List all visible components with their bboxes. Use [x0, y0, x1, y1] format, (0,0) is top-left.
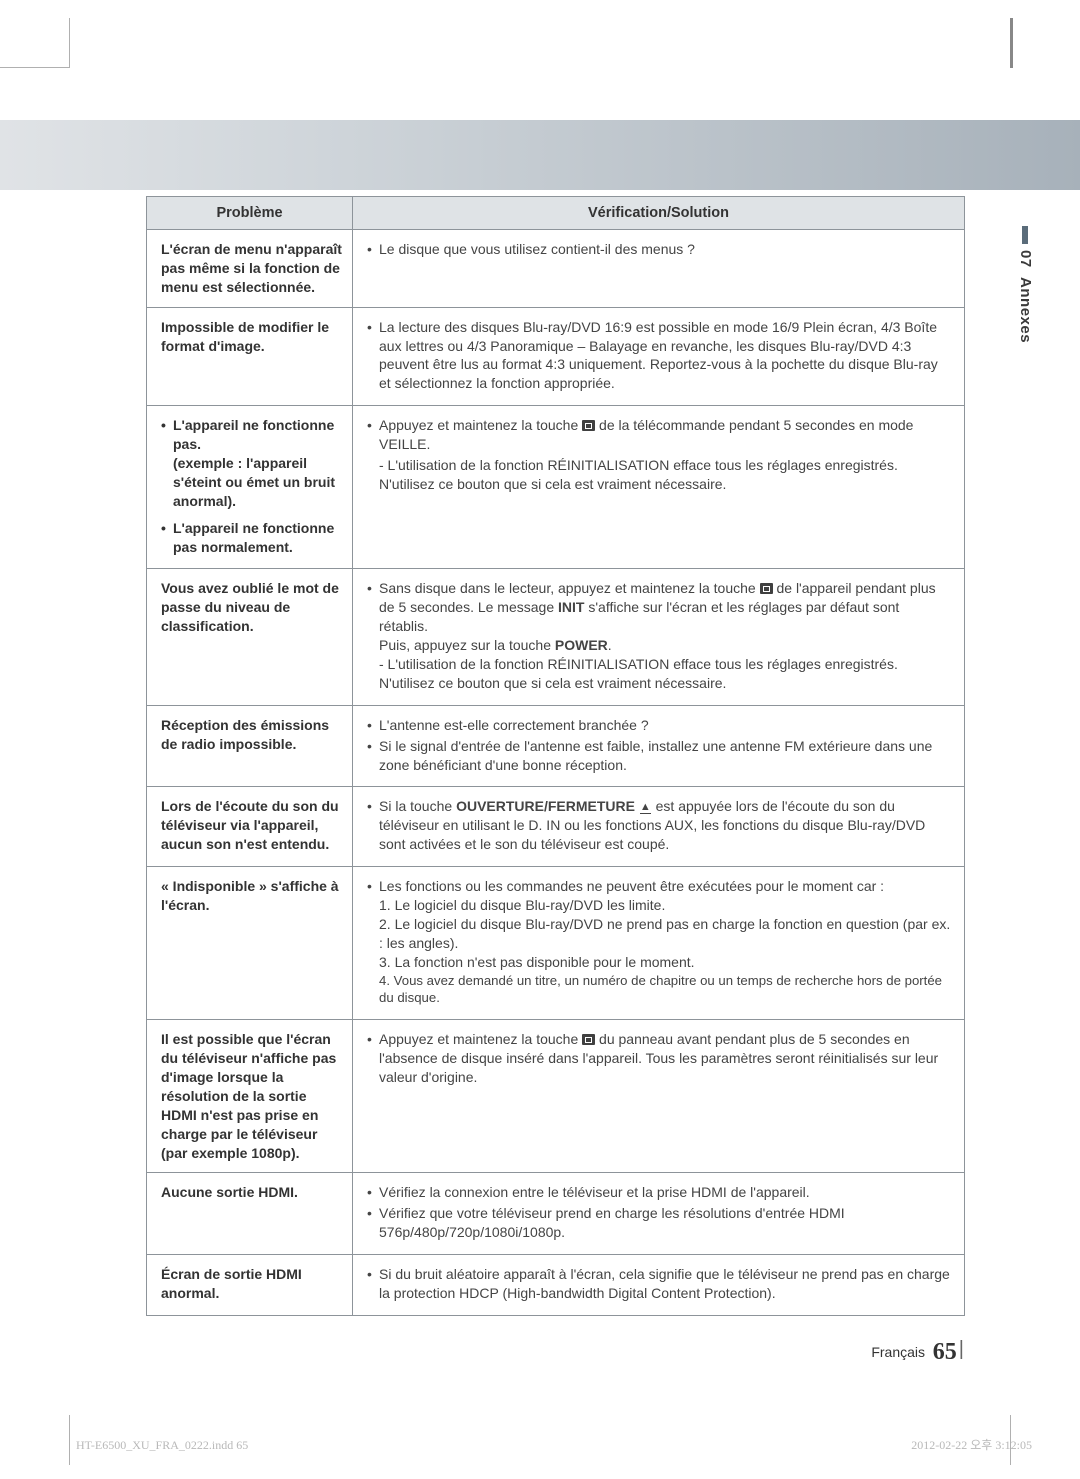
- solution-text: Vérifiez que votre téléviseur prend en c…: [367, 1204, 952, 1242]
- side-tab-annexes: 07 Annexes: [1017, 226, 1034, 343]
- side-tab-label: Annexes: [1017, 277, 1034, 343]
- init-label: INIT: [558, 599, 584, 615]
- problem-cell: « Indisponible » s'affiche à l'écran.: [147, 867, 353, 1020]
- solution-numbered: 4. Vous avez demandé un titre, un numéro…: [379, 972, 952, 1008]
- problem-cell: Vous avez oublié le mot de passe du nive…: [147, 569, 353, 705]
- footer-page-number: 65: [933, 1339, 957, 1365]
- solution-cell: Vérifiez la connexion entre le téléviseu…: [353, 1173, 965, 1255]
- solution-lead: Les fonctions ou les commandes ne peuven…: [379, 878, 884, 894]
- solution-cell: Si du bruit aléatoire apparaît à l'écran…: [353, 1255, 965, 1316]
- page-footer-number: Français 65|: [871, 1338, 964, 1366]
- solution-fragment: Sans disque dans le lecteur, appuyez et …: [379, 580, 760, 596]
- problem-cell: Lors de l'écoute du son du téléviseur vi…: [147, 787, 353, 867]
- solution-text: La lecture des disques Blu-ray/DVD 16:9 …: [367, 318, 952, 394]
- problem-cell: Réception des émissions de radio impossi…: [147, 705, 353, 787]
- table-row: « Indisponible » s'affiche à l'écran. Le…: [147, 867, 965, 1020]
- solution-text: Le disque que vous utilisez contient-il …: [367, 240, 952, 259]
- solution-cell: La lecture des disques Blu-ray/DVD 16:9 …: [353, 307, 965, 406]
- table-row: Il est possible que l'écran du téléviseu…: [147, 1020, 965, 1173]
- solution-sub: - L'utilisation de la fonction RÉINITIAL…: [379, 656, 898, 691]
- problem-text: L'appareil ne fonctionne pas.(exemple : …: [161, 416, 344, 510]
- table-row: Impossible de modifier le format d'image…: [147, 307, 965, 406]
- stop-icon: [582, 420, 595, 431]
- solution-fragment: Appuyez et maintenez la touche: [379, 1031, 582, 1047]
- solution-text: Sans disque dans le lecteur, appuyez et …: [367, 579, 952, 692]
- problem-cell: L'appareil ne fonctionne pas.(exemple : …: [147, 406, 353, 569]
- solution-fragment: Puis, appuyez sur la touche: [379, 637, 555, 653]
- header-solution: Vérification/Solution: [353, 197, 965, 230]
- table-row: Vous avez oublié le mot de passe du nive…: [147, 569, 965, 705]
- troubleshooting-table: Problème Vérification/Solution L'écran d…: [146, 196, 965, 1316]
- content-area: Problème Vérification/Solution L'écran d…: [146, 196, 964, 1316]
- problem-cell: L'écran de menu n'apparaît pas même si l…: [147, 230, 353, 308]
- problem-line: L'appareil ne fonctionne pas.: [173, 417, 334, 452]
- table-row: Réception des émissions de radio impossi…: [147, 705, 965, 787]
- table-row: L'écran de menu n'apparaît pas même si l…: [147, 230, 965, 308]
- solution-cell: Le disque que vous utilisez contient-il …: [353, 230, 965, 308]
- solution-cell: Appuyez et maintenez la touche du pannea…: [353, 1020, 965, 1173]
- header-gradient-bar: [0, 120, 1080, 190]
- side-tab-number: 07: [1017, 250, 1034, 268]
- problem-text: L'appareil ne fonctionne pas normalement…: [161, 519, 344, 557]
- solution-fragment: Appuyez et maintenez la touche: [379, 417, 582, 433]
- solution-text: L'antenne est-elle correctement branchée…: [367, 716, 952, 735]
- stop-icon: [582, 1034, 595, 1045]
- solution-text: Appuyez et maintenez la touche de la tél…: [367, 416, 952, 494]
- ouverture-label: OUVERTURE/FERMETURE: [456, 798, 635, 814]
- solution-numbered: 1. Le logiciel du disque Blu-ray/DVD les…: [379, 896, 952, 915]
- solution-text: Les fonctions ou les commandes ne peuven…: [367, 877, 952, 1007]
- power-label: POWER: [555, 637, 608, 653]
- solution-numbered: 2. Le logiciel du disque Blu-ray/DVD ne …: [379, 915, 952, 953]
- solution-cell: Appuyez et maintenez la touche de la tél…: [353, 406, 965, 569]
- side-tab-marker: [1022, 226, 1028, 244]
- eject-icon: [640, 802, 651, 814]
- problem-cell: Écran de sortie HDMI anormal.: [147, 1255, 353, 1316]
- footer-bar: |: [959, 1338, 964, 1360]
- problem-cell: Il est possible que l'écran du téléviseu…: [147, 1020, 353, 1173]
- solution-text: Vérifiez la connexion entre le téléviseu…: [367, 1183, 952, 1202]
- solution-text: Si la touche OUVERTURE/FERMETURE est app…: [367, 797, 952, 854]
- problem-line-sub: (exemple : l'appareil s'éteint ou émet u…: [173, 455, 335, 509]
- problem-cell: Aucune sortie HDMI.: [147, 1173, 353, 1255]
- solution-text: Si du bruit aléatoire apparaît à l'écran…: [367, 1265, 952, 1303]
- crop-mark-tr: [1010, 18, 1080, 68]
- header-problem: Problème: [147, 197, 353, 230]
- table-row: L'appareil ne fonctionne pas.(exemple : …: [147, 406, 965, 569]
- solution-numbered: 3. La fonction n'est pas disponible pour…: [379, 953, 952, 972]
- table-header-row: Problème Vérification/Solution: [147, 197, 965, 230]
- problem-cell: Impossible de modifier le format d'image…: [147, 307, 353, 406]
- table-row: Aucune sortie HDMI. Vérifiez la connexio…: [147, 1173, 965, 1255]
- solution-sub: - L'utilisation de la fonction RÉINITIAL…: [379, 456, 952, 494]
- solution-fragment: .: [608, 637, 612, 653]
- footer-timestamp: 2012-02-22 오후 3:12:05: [911, 1436, 1032, 1453]
- solution-cell: Les fonctions ou les commandes ne peuven…: [353, 867, 965, 1020]
- crop-mark-bl: [0, 1415, 70, 1465]
- stop-icon: [760, 583, 773, 594]
- solution-fragment: Si la touche: [379, 798, 456, 814]
- solution-text: Si le signal d'entrée de l'antenne est f…: [367, 737, 952, 775]
- solution-text: Appuyez et maintenez la touche du pannea…: [367, 1030, 952, 1087]
- solution-cell: Sans disque dans le lecteur, appuyez et …: [353, 569, 965, 705]
- solution-cell: L'antenne est-elle correctement branchée…: [353, 705, 965, 787]
- table-row: Lors de l'écoute du son du téléviseur vi…: [147, 787, 965, 867]
- solution-cell: Si la touche OUVERTURE/FERMETURE est app…: [353, 787, 965, 867]
- table-row: Écran de sortie HDMI anormal. Si du brui…: [147, 1255, 965, 1316]
- footer-language: Français: [871, 1344, 925, 1360]
- footer-file-info: HT-E6500_XU_FRA_0222.indd 65: [76, 1438, 248, 1453]
- crop-mark-tl: [0, 18, 70, 68]
